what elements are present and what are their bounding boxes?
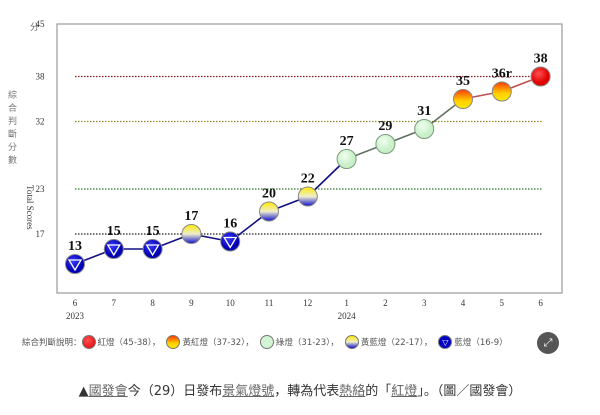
y-axis-label-char: 數: [8, 154, 17, 166]
caption-link-hot[interactable]: 熱絡: [339, 384, 366, 399]
data-label: 38: [534, 52, 548, 67]
data-point-yellow-blue: [181, 224, 202, 244]
caption-text: 今（29）日發布: [127, 384, 223, 399]
green-light-icon: [259, 335, 274, 349]
y-axis-label-char: 合: [8, 102, 17, 114]
caption-text: 的「: [365, 384, 392, 399]
x-tick-label: 8: [150, 298, 155, 308]
y-tick-label: 45: [36, 19, 46, 29]
y-axis-label-char: 判: [8, 115, 17, 127]
blue-light-icon: ▽: [438, 335, 453, 349]
data-point-green: [414, 119, 435, 139]
y-tick-label: 17: [36, 229, 46, 239]
data-label: 29: [378, 119, 392, 134]
legend-label: 黃紅燈（37-32），: [182, 338, 254, 348]
plot-frame: [56, 23, 563, 294]
data-point-yellow-blue: [297, 186, 318, 207]
x-tick-label: 5: [500, 298, 505, 308]
data-label: 27: [340, 134, 354, 149]
y-tick-label: 32: [36, 117, 45, 127]
data-point-yellow-blue: [259, 201, 279, 222]
blue-triangle-icon: [145, 244, 160, 257]
x-tick-label: 9: [189, 298, 194, 308]
caption-text: ，轉為代表: [274, 384, 340, 399]
x-tick-label: 4: [461, 298, 466, 308]
y-axis-label-en: Total Scores: [25, 185, 35, 230]
y-tick-label: 38: [36, 72, 46, 82]
data-label: 15: [107, 224, 121, 239]
legend-label: 藍燈（16-9）: [454, 338, 508, 348]
data-point-blue: [142, 239, 163, 259]
yellow-blue-light-icon: [344, 335, 359, 349]
data-label: 16: [223, 217, 237, 232]
caption-text: 」。（圖／國發會）: [417, 384, 522, 399]
y-axis-label-char: 斷: [8, 128, 17, 140]
legend-item-green: 綠燈（31-23），: [259, 335, 339, 349]
blue-triangle-icon: [223, 236, 238, 249]
x-year-label: 2024: [338, 311, 357, 321]
legend-label: 紅燈（45-38），: [97, 338, 161, 348]
yellow-red-light-icon: [166, 335, 181, 349]
legend-title: 綜合判斷說明：: [22, 338, 82, 348]
red-light-icon: [81, 335, 96, 349]
y-tick-label: 23: [36, 184, 46, 194]
blue-triangle-icon: [67, 259, 83, 272]
legend-label: 黃藍燈（22-17），: [360, 338, 433, 348]
data-label: 20: [262, 187, 276, 202]
data-point-blue: [103, 239, 124, 259]
y-unit: 分: [30, 22, 39, 33]
caption-link-red[interactable]: 紅燈: [391, 384, 418, 399]
data-point-yellow-red: [491, 81, 512, 102]
data-point-yellow-red: [453, 89, 473, 109]
expand-button[interactable]: ⤢: [537, 332, 559, 354]
caption-link-signal[interactable]: 景氣燈號: [222, 384, 275, 399]
legend-item-red: 紅燈（45-38），: [81, 335, 161, 349]
x-tick-label: 10: [226, 298, 236, 308]
x-year-label: 2023: [66, 311, 85, 321]
data-point-red: [530, 66, 551, 87]
x-tick-label: 6: [538, 298, 543, 308]
legend: 綜合判斷說明： 紅燈（45-38）， 黃紅燈（37-32）， 綠燈（31-23）， 黃…: [22, 335, 514, 349]
x-tick-label: 12: [303, 298, 312, 308]
data-point-blue: [65, 254, 85, 274]
caption-marker: ▲: [78, 384, 89, 399]
data-point-blue: [220, 231, 241, 252]
x-tick-label: 11: [265, 298, 274, 308]
data-label: 15: [146, 224, 160, 239]
legend-item-yellow-blue: 黃藍燈（22-17），: [344, 335, 433, 349]
x-tick-label: 7: [112, 298, 117, 308]
legend-item-blue: ▽ 藍燈（16-9）: [438, 335, 508, 349]
x-tick-label: 1: [344, 298, 349, 308]
data-label: 13: [68, 239, 82, 254]
legend-label: 綠燈（31-23），: [275, 338, 339, 348]
legend-item-yellow-red: 黃紅燈（37-32），: [166, 335, 254, 349]
x-tick-label: 2: [383, 298, 388, 308]
data-label: 35: [456, 74, 470, 89]
x-tick-label: 6: [73, 298, 78, 308]
y-axis-label-char: 綜: [8, 89, 17, 101]
data-label: 17: [184, 209, 198, 224]
caption-link-ndc[interactable]: 國發會: [88, 384, 128, 399]
data-point-green: [336, 149, 357, 169]
data-label: 36r: [492, 67, 512, 82]
x-tick-label: 3: [422, 298, 427, 308]
y-axis-label-char: 分: [8, 142, 17, 153]
data-label: 31: [417, 104, 431, 119]
caption: ▲國發會今（29）日發布景氣燈號，轉為代表熱絡的「紅燈」。（圖／國發會）: [0, 380, 600, 399]
data-label: 22: [301, 172, 315, 187]
data-point-green: [375, 134, 396, 154]
blue-triangle-icon: [106, 244, 121, 257]
